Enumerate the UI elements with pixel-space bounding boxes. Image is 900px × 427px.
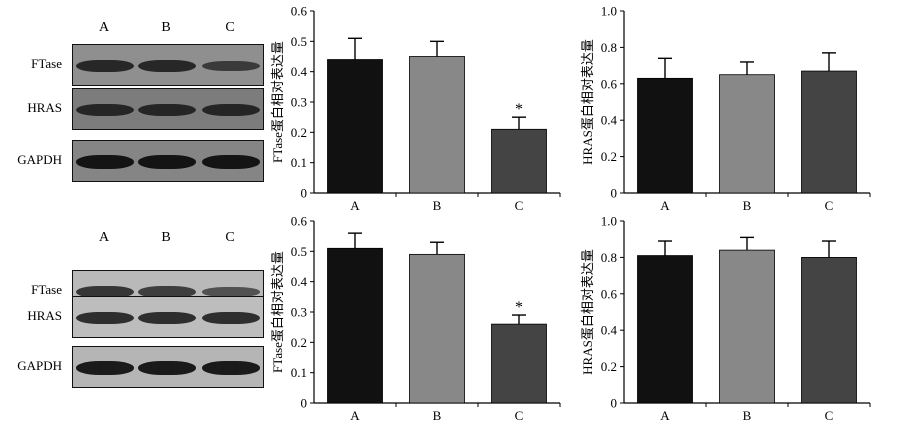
x-tick-label: C: [825, 408, 834, 423]
bar-A: [637, 255, 693, 404]
lane-label-A: A: [98, 20, 110, 35]
blot-band: [138, 361, 196, 375]
blot-row-label: HRAS: [27, 308, 62, 323]
blot-strip-hras: [72, 296, 264, 338]
blot-band: [76, 285, 134, 299]
bar-B: [409, 253, 465, 404]
x-tick-label: B: [433, 408, 442, 423]
lane-label-B: B: [161, 20, 171, 35]
x-tick-label: A: [350, 408, 360, 423]
x-tick-label: C: [515, 408, 524, 423]
bar-chart-hras-bottom: HRAS蛋白相对表达量 0 0.2 0.4 0.6 0.8 1.0 A B C: [580, 214, 871, 423]
y-tick-label: 0.5: [291, 34, 307, 49]
x-tick-label: B: [743, 408, 752, 423]
bar-C: [491, 128, 547, 194]
blot-band: [138, 311, 196, 325]
western-blot-panel-top: A B C FTase HRAS GAPDH: [0, 0, 270, 200]
significance-marker: *: [515, 101, 523, 118]
x-tick-label: A: [660, 408, 670, 423]
blot-band: [202, 361, 260, 375]
y-tick-label: 0.2: [291, 335, 307, 350]
y-tick-label: 0.8: [601, 40, 617, 55]
y-tick-label: 0.4: [291, 64, 308, 79]
y-axis-label: HRAS蛋白相对表达量: [580, 249, 595, 375]
blot-strip-hras: [72, 88, 264, 130]
y-tick-label: 0: [301, 186, 308, 201]
y-tick-label: 0: [301, 396, 308, 411]
blot-band: [202, 61, 260, 71]
y-tick-label: 0.4: [601, 323, 618, 338]
blot-band: [76, 59, 134, 73]
y-axis-label: FTase蛋白相对表达量: [270, 251, 285, 373]
bar-B: [409, 56, 465, 194]
bar-chart-ftase-top: FTase蛋白相对表达量 0 0.1 0.2 0.3 0.4 0.5 0.6 A B C *: [270, 4, 561, 212]
bar-A: [327, 59, 383, 194]
bar-C: [801, 257, 857, 404]
y-tick-label: 0.2: [601, 359, 617, 374]
blot-band: [76, 103, 134, 117]
western-blot-panel-bottom: A B C FTase HRAS GAPDH: [0, 222, 270, 422]
y-tick-label: 0.4: [601, 113, 618, 128]
lane-label-B: B: [161, 230, 171, 245]
y-tick-label: 0.3: [291, 95, 307, 110]
x-tick-label: A: [350, 198, 360, 212]
y-tick-label: 0.6: [601, 76, 618, 91]
y-tick-label: 0.1: [291, 365, 307, 380]
y-tick-label: 0: [611, 396, 618, 411]
lane-label-A: A: [98, 230, 110, 245]
x-tick-label: C: [515, 198, 524, 212]
lane-label-C: C: [225, 20, 235, 35]
blot-strip-gapdh: [72, 346, 264, 388]
x-tick-label: B: [743, 198, 752, 212]
x-tick-label: B: [433, 198, 442, 212]
blot-band: [202, 155, 260, 169]
lane-label-C: C: [225, 230, 235, 245]
blot-band: [138, 59, 196, 73]
blot-row-label: HRAS: [27, 100, 62, 115]
blot-band: [76, 361, 134, 375]
bar-A: [327, 247, 383, 404]
bar-A: [637, 77, 693, 194]
bar-B: [719, 249, 775, 404]
blot-band: [76, 155, 134, 169]
y-tick-label: 1.0: [601, 4, 617, 19]
x-tick-label: A: [660, 198, 670, 212]
y-tick-label: 1.0: [601, 214, 617, 229]
y-tick-label: 0: [611, 186, 618, 201]
bar-chart-hras-top: HRAS蛋白相对表达量 0 0.2 0.4 0.6 0.8 1.0 A B C: [580, 4, 871, 212]
x-tick-label: C: [825, 198, 834, 212]
blot-band: [138, 286, 196, 298]
bar-C: [801, 70, 857, 194]
bar-C: [491, 323, 547, 404]
bar-chart-ftase-bottom: FTase蛋白相对表达量 0 0.1 0.2 0.3 0.4 0.5 0.6 A B C *: [270, 214, 561, 423]
y-tick-label: 0.6: [291, 4, 308, 19]
y-tick-label: 0.5: [291, 244, 307, 259]
blot-band: [202, 103, 260, 117]
y-tick-label: 0.2: [291, 125, 307, 140]
blot-band: [202, 311, 260, 325]
bar-B: [719, 74, 775, 194]
y-axis-label: FTase蛋白相对表达量: [270, 41, 285, 163]
blot-band: [138, 155, 196, 169]
y-axis-label: HRAS蛋白相对表达量: [580, 39, 595, 165]
blot-row-label: FTase: [31, 56, 62, 71]
y-tick-label: 0.2: [601, 149, 617, 164]
y-tick-label: 0.1: [291, 155, 307, 170]
blot-strip-ftase: [72, 44, 264, 86]
blot-row-label: GAPDH: [17, 152, 62, 167]
blot-band: [202, 287, 260, 297]
y-tick-label: 0.6: [291, 214, 308, 229]
blot-row-label: FTase: [31, 282, 62, 297]
blot-row-label: GAPDH: [17, 358, 62, 373]
y-tick-label: 0.6: [601, 286, 618, 301]
y-tick-label: 0.4: [291, 274, 308, 289]
y-tick-label: 0.8: [601, 250, 617, 265]
y-tick-label: 0.3: [291, 305, 307, 320]
blot-strip-gapdh: [72, 140, 264, 182]
blot-band: [138, 103, 196, 117]
blot-band: [76, 311, 134, 325]
significance-marker: *: [515, 299, 523, 316]
